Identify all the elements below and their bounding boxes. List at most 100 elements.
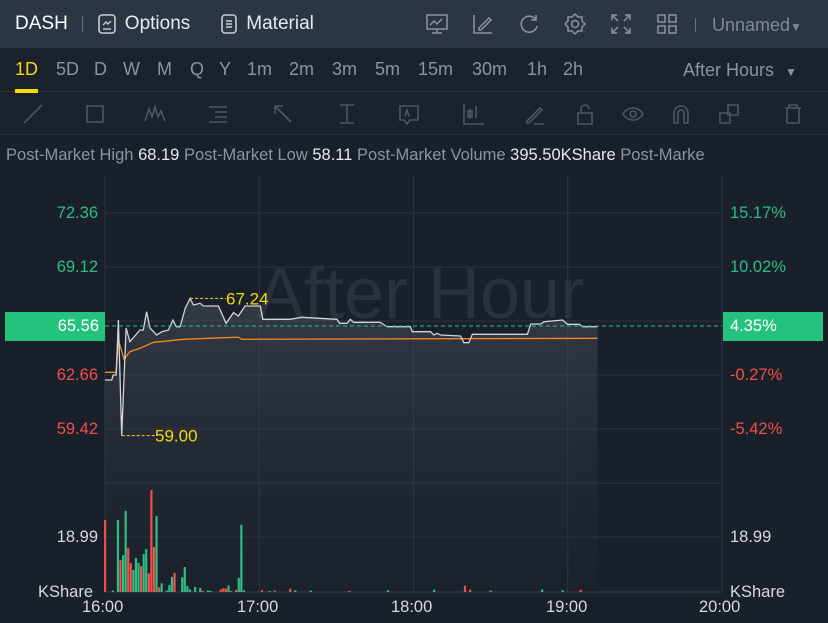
arrow-icon[interactable]	[270, 101, 296, 127]
price-line	[105, 296, 598, 436]
volume-bar	[127, 547, 130, 592]
edit-icon[interactable]	[471, 12, 495, 36]
tab-1h[interactable]: 1h	[527, 59, 548, 79]
refresh-icon[interactable]	[517, 12, 541, 36]
volume-tick: 18.99	[730, 528, 772, 546]
fibonacci-icon[interactable]	[205, 101, 231, 127]
tab-30m[interactable]: 30m	[472, 59, 508, 79]
candle-icon[interactable]	[460, 101, 486, 127]
volume-bar	[160, 583, 163, 592]
magnet-icon[interactable]	[668, 101, 694, 127]
trend-line-icon[interactable]	[20, 101, 46, 127]
current-price-badge: 65.56	[5, 312, 105, 341]
volume-bar	[260, 590, 264, 592]
volume-bar	[294, 590, 297, 592]
material-button[interactable]: Material	[220, 13, 314, 35]
volume-bar	[147, 573, 150, 592]
volume-bar	[152, 547, 156, 592]
volume-bar	[235, 589, 238, 592]
layout-dropdown[interactable]: Unnamed▼	[712, 15, 802, 36]
volume-bar	[219, 589, 222, 592]
volume-bar	[134, 558, 138, 592]
volume-bar	[463, 585, 467, 592]
session-dropdown[interactable]: After Hours ▼	[683, 60, 797, 81]
volume-bar	[188, 589, 192, 592]
low-label: Post-Market Low	[183, 146, 308, 164]
high-value: 68.19	[138, 146, 180, 164]
price-range-icon[interactable]	[334, 101, 360, 127]
volume-bar	[139, 566, 143, 592]
chart-indicator-icon[interactable]	[425, 12, 449, 36]
more-label: Post-Marke	[620, 146, 705, 164]
tab-15m[interactable]: 15m	[418, 59, 454, 79]
session-label: After Hours	[683, 60, 775, 80]
volume-bar	[170, 576, 174, 592]
tab-d[interactable]: D	[94, 59, 107, 79]
trash-icon[interactable]	[780, 101, 806, 127]
volume-bar	[579, 589, 582, 592]
time-tick: 18:00	[391, 598, 433, 616]
volume-bar	[289, 588, 292, 592]
drawing-toolbar	[0, 93, 828, 135]
volume-bar	[142, 554, 145, 592]
volume-bar	[273, 590, 276, 592]
tab-5d[interactable]: 5D	[56, 59, 80, 79]
volume-bar	[227, 585, 230, 592]
price-tick: 69.12	[56, 258, 98, 276]
price-tick: 62.66	[56, 366, 98, 384]
settings-icon[interactable]	[563, 12, 587, 36]
tab-w[interactable]: W	[123, 59, 140, 79]
volume-bar	[132, 569, 135, 592]
tab-3m[interactable]: 3m	[332, 59, 358, 79]
volume-bar	[237, 577, 240, 592]
volume-bar	[541, 589, 544, 592]
volume-label: Post-Market Volume	[357, 146, 506, 164]
volume-bar	[168, 585, 171, 592]
volume-bar	[199, 587, 202, 592]
tab-5m[interactable]: 5m	[375, 59, 401, 79]
wave-icon[interactable]	[142, 101, 168, 127]
fullscreen-icon[interactable]	[609, 12, 633, 36]
time-tick: 19:00	[546, 598, 588, 616]
layout-grid-icon[interactable]	[655, 12, 679, 36]
tab-y[interactable]: Y	[219, 59, 232, 79]
volume-bar	[145, 549, 148, 592]
volume-bar	[309, 590, 312, 592]
text-icon[interactable]	[396, 101, 422, 127]
volume-bar	[433, 589, 436, 592]
tab-1m[interactable]: 1m	[247, 59, 273, 79]
current-pct-badge: 4.35%	[723, 312, 823, 341]
pct-tick: 10.02%	[730, 258, 786, 276]
tab-2h[interactable]: 2h	[563, 59, 584, 79]
volume-bar	[229, 591, 233, 592]
copy-icon[interactable]	[716, 101, 742, 127]
rectangle-icon[interactable]	[82, 101, 108, 127]
volume-bar	[137, 563, 140, 592]
volume-bar	[124, 510, 127, 592]
pencil-icon[interactable]	[522, 101, 548, 127]
time-tick: 17:00	[237, 598, 279, 616]
options-button[interactable]: Options	[97, 13, 190, 35]
volume-bar	[104, 519, 107, 592]
high-marker-label: 67.24	[226, 289, 269, 308]
lock-icon[interactable]	[572, 101, 598, 127]
divider	[81, 16, 83, 32]
price-tick: 59.42	[56, 420, 98, 438]
tab-q[interactable]: Q	[190, 59, 205, 79]
volume-bar	[119, 560, 122, 592]
volume-bar	[242, 590, 246, 592]
eye-icon[interactable]	[620, 101, 646, 127]
volume-bar	[201, 590, 204, 592]
tab-2m[interactable]: 2m	[289, 59, 315, 79]
symbol-title: DASH	[15, 13, 68, 34]
volume-unit: KShare	[730, 583, 786, 601]
volume-bar	[173, 572, 176, 592]
volume-bar	[183, 567, 186, 592]
volume-bar	[240, 524, 243, 592]
tab-1d[interactable]: 1D	[15, 59, 39, 93]
caret-down-icon: ▼	[790, 20, 802, 34]
tab-m[interactable]: M	[157, 59, 172, 79]
volume-bar	[268, 591, 271, 592]
pct-tick: -5.42%	[730, 420, 783, 438]
